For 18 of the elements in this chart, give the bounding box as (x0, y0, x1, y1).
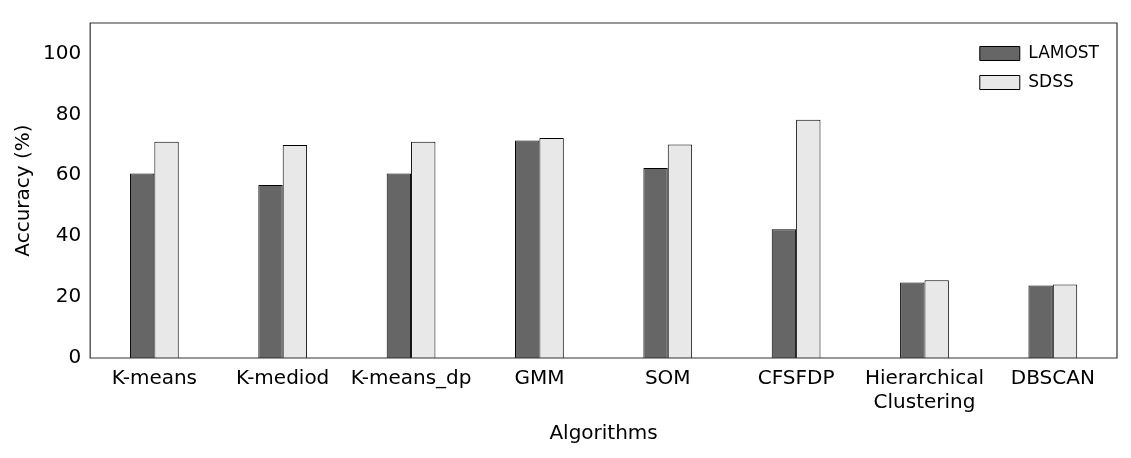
y-axis-title: Accuracy (%) (10, 124, 35, 257)
x-tick-label: SOM (644, 365, 691, 390)
x-tick-label: DBSCAN (1010, 365, 1095, 390)
x-tick-label: Hierarchical Clustering (864, 365, 985, 414)
x-tick-label: GMM (514, 365, 565, 390)
y-tick-label: 40 (55, 222, 82, 247)
y-tick-label: 0 (68, 344, 82, 369)
x-tick-label: K-mediod (236, 365, 330, 390)
y-tick-label: 60 (55, 161, 82, 186)
y-tick-label: 20 (55, 283, 82, 308)
x-tick-label: CFSFDP (757, 365, 835, 390)
x-tick-label: K-means_dp (350, 365, 472, 390)
legend-label: LAMOST (1028, 41, 1100, 62)
legend-label: SDSS (1028, 70, 1074, 91)
y-tick-label: 100 (42, 39, 82, 64)
x-tick-label: K-means (111, 365, 198, 390)
x-axis-title: Algorithms (549, 420, 658, 445)
y-tick-label: 80 (55, 100, 82, 125)
